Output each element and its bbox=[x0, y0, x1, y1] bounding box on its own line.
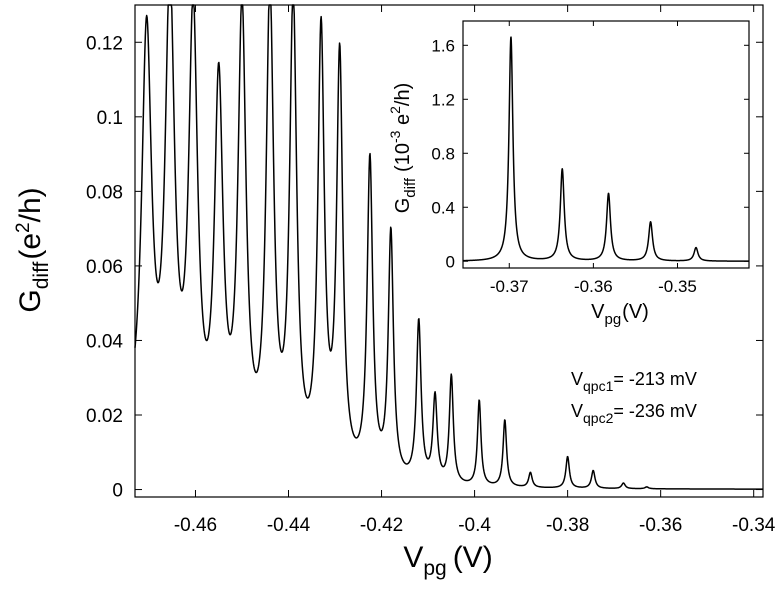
inset-x-axis: -0.37 -0.36 -0.35 bbox=[490, 21, 697, 296]
main-y-tick-label: 0.08 bbox=[86, 182, 123, 203]
main-x-tick-label: -0.38 bbox=[546, 515, 589, 536]
annotation-vqpc2: Vqpc2= -236 mV bbox=[571, 401, 697, 426]
inset-data-line bbox=[462, 36, 750, 262]
inset-y-tick-label: 0 bbox=[446, 252, 455, 271]
main-x-tick-label: -0.42 bbox=[360, 515, 403, 536]
main-y-tick-label: 0.04 bbox=[86, 331, 123, 352]
main-y-tick-label: 0.1 bbox=[97, 108, 123, 129]
inset-y-tick-label: 1.2 bbox=[431, 90, 455, 109]
inset-x-tick-label: -0.36 bbox=[574, 277, 613, 296]
inset-y-tick-label: 1.6 bbox=[431, 36, 455, 55]
inset-plot: 0 0.4 0.8 1.2 1.6 -0.37 -0.36 -0.35 bbox=[431, 20, 750, 296]
main-plot-frame bbox=[134, 4, 764, 498]
main-x-tick-label: -0.34 bbox=[732, 515, 776, 536]
inset-x-tick-label: -0.35 bbox=[658, 277, 697, 296]
main-x-tick-label: -0.46 bbox=[174, 515, 217, 536]
main-y-tick-label: 0.06 bbox=[86, 257, 123, 278]
inset-x-axis-title: Vpg(V) bbox=[591, 301, 649, 328]
annotation-vqpc1: Vqpc1= -213 mV bbox=[571, 369, 697, 394]
main-plot: 0 0.02 0.04 0.06 0.08 0.1 0.12 -0.46 -0.44 -0.42… bbox=[86, 4, 776, 536]
main-data-line bbox=[134, 4, 764, 490]
main-y-tick-label: 0.02 bbox=[86, 406, 123, 427]
main-y-tick-label: 0 bbox=[112, 481, 123, 502]
main-x-axis-title: Vpg (V) bbox=[403, 541, 492, 580]
inset-x-tick-label: -0.37 bbox=[490, 277, 529, 296]
inset-y-axis-title: Gdiff(10-3 e2/h) bbox=[387, 83, 419, 214]
main-x-tick-label: -0.44 bbox=[267, 515, 311, 536]
main-x-tick-label: -0.4 bbox=[458, 515, 491, 536]
inset-y-tick-label: 0.4 bbox=[431, 198, 455, 217]
main-y-axis-title: Gdiff(e2/h) bbox=[13, 187, 53, 312]
inset-y-tick-label: 0.8 bbox=[431, 144, 455, 163]
main-y-tick-label: 0.12 bbox=[86, 33, 123, 54]
inset-y-axis: 0 0.4 0.8 1.2 1.6 bbox=[431, 36, 749, 271]
main-x-axis: -0.46 -0.44 -0.42 -0.4 -0.38 -0.36 -0.34 bbox=[174, 5, 776, 536]
main-y-axis: 0 0.02 0.04 0.06 0.08 0.1 0.12 bbox=[86, 33, 763, 502]
main-x-tick-label: -0.36 bbox=[639, 515, 682, 536]
